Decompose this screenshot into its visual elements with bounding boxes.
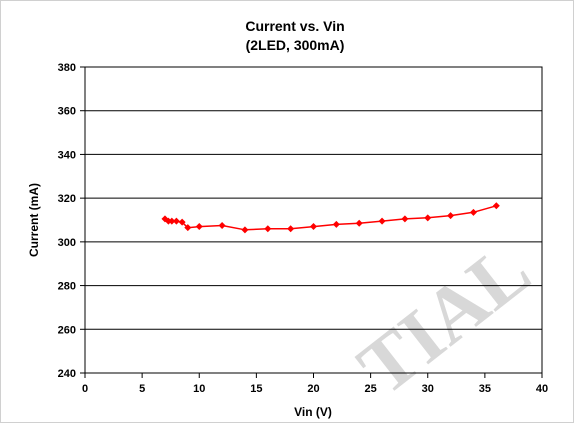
data-point	[332, 220, 340, 228]
data-point	[310, 223, 317, 231]
data-point	[241, 226, 249, 234]
y-axis-label: Current (mA)	[27, 183, 41, 257]
data-point	[195, 223, 203, 231]
y-tick-label: 300	[58, 237, 76, 249]
y-tick-label: 380	[58, 62, 76, 74]
data-point	[287, 225, 295, 233]
data-point	[264, 225, 272, 233]
y-tick-label: 320	[58, 193, 76, 205]
y-tick-label: 280	[58, 281, 76, 293]
x-axis-ticks: 0 5 10 15 20 25 30 35 40	[82, 373, 548, 395]
x-axis-label: Vin (V)	[294, 405, 332, 419]
x-tick-label: 10	[193, 383, 205, 395]
chart-subtitle: (2LED, 300mA)	[246, 37, 345, 53]
data-point	[401, 215, 409, 223]
y-axis-ticks: 240 260 280 300 320 340 360 380	[58, 62, 85, 380]
x-tick-label: 40	[536, 383, 548, 395]
x-tick-label: 5	[139, 383, 145, 395]
data-point	[447, 212, 455, 220]
y-tick-label: 240	[58, 368, 76, 380]
grid-lines	[85, 110, 542, 330]
x-tick-label: 25	[365, 383, 377, 395]
data-point	[178, 218, 186, 226]
series-line	[164, 205, 497, 231]
data-point	[378, 217, 386, 225]
data-point	[218, 221, 226, 229]
x-tick-label: 20	[307, 383, 319, 395]
data-point	[184, 224, 192, 232]
x-tick-label: 30	[422, 383, 434, 395]
data-point	[168, 217, 176, 225]
data-point	[424, 214, 432, 222]
data-point	[172, 217, 180, 225]
data-point	[469, 208, 477, 216]
y-tick-label: 340	[58, 149, 76, 161]
x-tick-label: 35	[479, 383, 491, 395]
data-point	[355, 219, 363, 227]
y-tick-label: 360	[58, 106, 76, 118]
y-tick-label: 260	[58, 324, 76, 336]
x-tick-label: 15	[250, 383, 262, 395]
chart-title: Current vs. Vin	[245, 18, 344, 34]
data-point	[492, 202, 500, 210]
x-tick-label: 0	[82, 383, 88, 395]
series-group	[161, 202, 500, 234]
